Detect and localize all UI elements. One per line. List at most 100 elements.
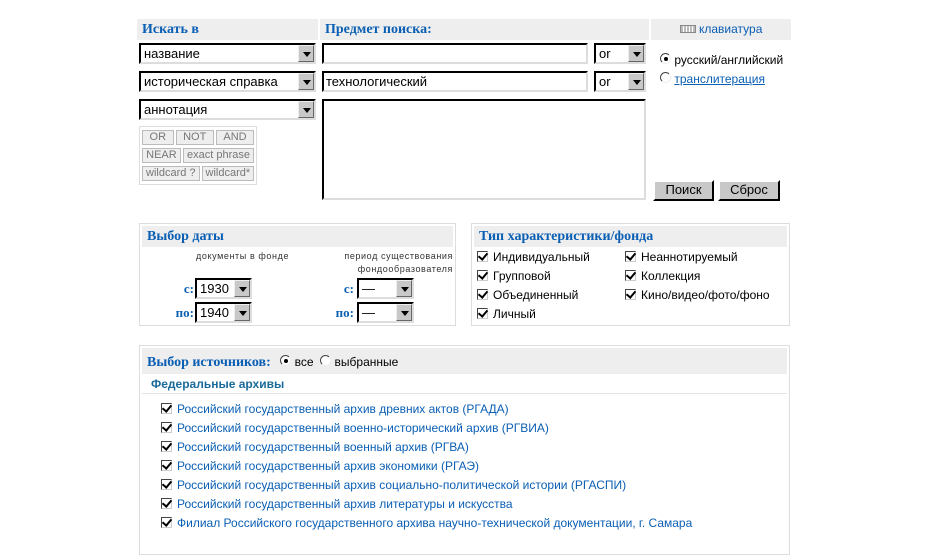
checkbox-icon[interactable] [161, 460, 172, 471]
divider [142, 393, 787, 394]
archive-label[interactable]: Российский государственный военный архив… [177, 440, 469, 454]
archive-label[interactable]: Российский государственный военно-истори… [177, 421, 549, 435]
type-checkbox-item[interactable]: Коллекция [625, 269, 700, 283]
archive-label[interactable]: Российский государственный архив социаль… [177, 478, 627, 492]
sources-all-radio[interactable] [280, 355, 292, 366]
type-checkbox-item[interactable]: Объединенный [477, 288, 578, 302]
chevron-down-icon [298, 45, 314, 62]
archive-item[interactable]: Российский государственный военно-истори… [161, 421, 549, 435]
checkbox-icon[interactable] [477, 308, 488, 319]
type-checkbox-item[interactable]: Неаннотируемый [625, 250, 738, 264]
select-value: аннотация [144, 102, 208, 117]
checkbox-label: Объединенный [493, 288, 579, 302]
archive-item[interactable]: Российский государственный архив древних… [161, 402, 509, 416]
search-button[interactable]: Поиск [653, 180, 714, 201]
select-value: 1940 [200, 305, 229, 320]
query-input-2[interactable]: технологический [322, 71, 588, 92]
checkbox-label: Индивидуальный [493, 250, 590, 264]
search-in-header: Искать в [137, 19, 318, 40]
op-not-button[interactable]: NOT [175, 130, 214, 145]
op-wildcard-star-button[interactable]: wildcard* [201, 166, 255, 181]
type-checkbox-item[interactable]: Групповой [477, 269, 551, 283]
archive-item[interactable]: Филиал Российского государственного архи… [161, 516, 692, 530]
subject-header: Предмет поиска: [320, 19, 649, 40]
sources-selected-label: выбранные [334, 355, 399, 369]
docs-to-select[interactable]: 1940 [195, 302, 252, 323]
archive-item[interactable]: Российский государственный военный архив… [161, 440, 469, 454]
docs-from-label: с: [183, 281, 194, 296]
layout-option-ru-en[interactable]: русский/английский [660, 53, 783, 67]
chevron-down-icon [234, 280, 250, 297]
operator-row: NEAR exact phrase [142, 148, 255, 163]
period-to-select[interactable]: — [357, 302, 414, 323]
select-value: — [362, 281, 375, 296]
checkbox-label: Коллекция [641, 269, 701, 283]
operator-row: OR NOT AND [142, 130, 255, 145]
type-checkbox-item[interactable]: Кино/видео/фото/фоно [625, 288, 770, 302]
checkbox-label: Личный [493, 307, 536, 321]
archive-label[interactable]: Российский государственный архив экономи… [177, 459, 480, 473]
docs-from-select[interactable]: 1930 [195, 278, 252, 299]
checkbox-icon[interactable] [477, 270, 488, 281]
chevron-down-icon [396, 304, 412, 321]
op-and-button[interactable]: AND [215, 130, 255, 145]
period-from-select[interactable]: — [357, 278, 414, 299]
checkbox-icon[interactable] [161, 441, 172, 452]
docs-to-label: по: [175, 305, 194, 320]
archive-label[interactable]: Российский государственный архив древних… [177, 402, 509, 416]
period-to-label: по: [335, 305, 354, 320]
checkbox-icon[interactable] [161, 517, 172, 528]
archive-label[interactable]: Российский государственный архив литерат… [177, 497, 513, 511]
checkbox-label: Кино/видео/фото/фоно [641, 288, 770, 302]
checkbox-icon[interactable] [625, 270, 636, 281]
layout-option-translit[interactable]: транслитерация [660, 72, 765, 86]
option-label: русский/английский [674, 53, 784, 67]
checkbox-icon[interactable] [625, 251, 636, 262]
chevron-down-icon [234, 304, 250, 321]
date-panel: Выбор даты документы в фонде период суще… [139, 223, 456, 326]
archive-item[interactable]: Российский государственный архив социаль… [161, 478, 626, 492]
period-label-1: период существования [344, 251, 453, 261]
keyboard-link[interactable]: клавиатура [651, 19, 791, 40]
query-textarea[interactable] [322, 99, 646, 200]
select-value: — [362, 305, 375, 320]
sources-selected-radio[interactable] [320, 355, 332, 366]
select-value: 1930 [200, 281, 229, 296]
op-select-1[interactable]: or [594, 43, 646, 64]
checkbox-icon[interactable] [161, 498, 172, 509]
op-near-button[interactable]: NEAR [142, 148, 181, 163]
archive-item[interactable]: Российский государственный архив литерат… [161, 497, 513, 511]
archive-item[interactable]: Российский государственный архив экономи… [161, 459, 479, 473]
date-panel-title: Выбор даты [142, 226, 453, 247]
archive-label[interactable]: Филиал Российского государственного архи… [177, 516, 693, 530]
keyboard-label: клавиатура [698, 22, 763, 36]
field-select-2[interactable]: историческая справка [139, 71, 316, 92]
checkbox-icon[interactable] [161, 403, 172, 414]
radio-icon[interactable] [660, 72, 671, 83]
type-checkbox-item[interactable]: Личный [477, 307, 536, 321]
select-value: or [599, 46, 611, 61]
reset-button[interactable]: Сброс [718, 180, 780, 201]
op-wildcard-q-button[interactable]: wildcard ? [142, 166, 200, 181]
checkbox-icon[interactable] [625, 289, 636, 300]
op-exact-phrase-button[interactable]: exact phrase [182, 148, 255, 163]
sources-title: Выбор источников: [147, 355, 271, 370]
keyboard-icon [679, 25, 696, 33]
query-input-1[interactable] [322, 43, 588, 64]
checkbox-icon[interactable] [161, 422, 172, 433]
sources-mode: все выбранные [280, 355, 398, 369]
select-value: историческая справка [144, 74, 278, 89]
field-select-3[interactable]: аннотация [139, 99, 316, 120]
chevron-down-icon [298, 101, 314, 118]
radio-icon[interactable] [660, 53, 671, 64]
chevron-down-icon [396, 280, 412, 297]
field-select-1[interactable]: название [139, 43, 316, 64]
checkbox-icon[interactable] [477, 289, 488, 300]
op-or-button[interactable]: OR [142, 130, 174, 145]
type-checkbox-item[interactable]: Индивидуальный [477, 250, 590, 264]
checkbox-icon[interactable] [477, 251, 488, 262]
checkbox-icon[interactable] [161, 479, 172, 490]
select-value: or [599, 74, 611, 89]
translit-link[interactable]: транслитерация [674, 72, 765, 86]
op-select-2[interactable]: or [594, 71, 646, 92]
